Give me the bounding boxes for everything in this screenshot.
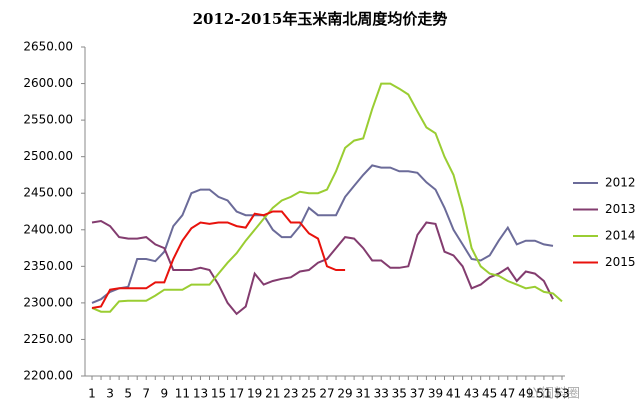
watermark: LY饲料圈 <box>528 387 580 402</box>
y-tick-label: 2450.00 <box>23 186 73 200</box>
series-line <box>91 210 346 309</box>
legend-label: 2015 <box>605 255 636 269</box>
x-tick-label: 37 <box>410 387 425 401</box>
x-tick-label: 15 <box>211 387 226 401</box>
legend-label: 2013 <box>605 202 636 216</box>
x-tick-label: 43 <box>464 387 479 401</box>
x-tick-label: 17 <box>229 387 244 401</box>
series-line <box>91 164 554 304</box>
y-tick-label: 2250.00 <box>23 332 73 346</box>
x-tick-label: 53 <box>554 387 569 401</box>
x-tick-label: 5 <box>124 387 132 401</box>
x-tick-label: 1 <box>88 387 96 401</box>
y-tick-label: 2200.00 <box>23 369 73 383</box>
legend-label: 2014 <box>605 229 636 243</box>
x-tick-label: 13 <box>193 387 208 401</box>
x-tick-label: 7 <box>142 387 150 401</box>
x-tick-label: 41 <box>446 387 461 401</box>
x-tick-label: 3 <box>106 387 114 401</box>
series-line <box>91 219 554 316</box>
y-tick-label: 2400.00 <box>23 222 73 236</box>
chart-title: 2012-2015年玉米南北周度均价走势 <box>193 10 448 28</box>
x-tick-label: 49 <box>518 387 533 401</box>
x-tick-label: 35 <box>392 387 407 401</box>
x-tick-label: 29 <box>337 387 352 401</box>
x-tick-label: 47 <box>500 387 515 401</box>
x-tick-label: 27 <box>319 387 334 401</box>
legend-label: 2012 <box>605 176 636 190</box>
x-tick-label: 23 <box>283 387 298 401</box>
x-tick-label: 33 <box>374 387 389 401</box>
y-tick-label: 2350.00 <box>23 259 73 273</box>
x-tick-label: 45 <box>482 387 497 401</box>
x-tick-label: 31 <box>356 387 371 401</box>
x-tick-label: 39 <box>428 387 443 401</box>
x-tick-label: 19 <box>247 387 262 401</box>
x-tick-label: 25 <box>301 387 316 401</box>
x-tick-label: 9 <box>160 387 168 401</box>
y-tick-label: 2600.00 <box>23 76 73 90</box>
y-tick-label: 2650.00 <box>23 40 73 54</box>
series-line <box>91 82 563 313</box>
x-tick-label: 21 <box>265 387 280 401</box>
y-tick-label: 2300.00 <box>23 295 73 309</box>
y-tick-label: 2550.00 <box>23 113 73 127</box>
x-tick-label: 51 <box>536 387 551 401</box>
y-tick-label: 2500.00 <box>23 149 73 163</box>
x-tick-label: 11 <box>175 387 190 401</box>
